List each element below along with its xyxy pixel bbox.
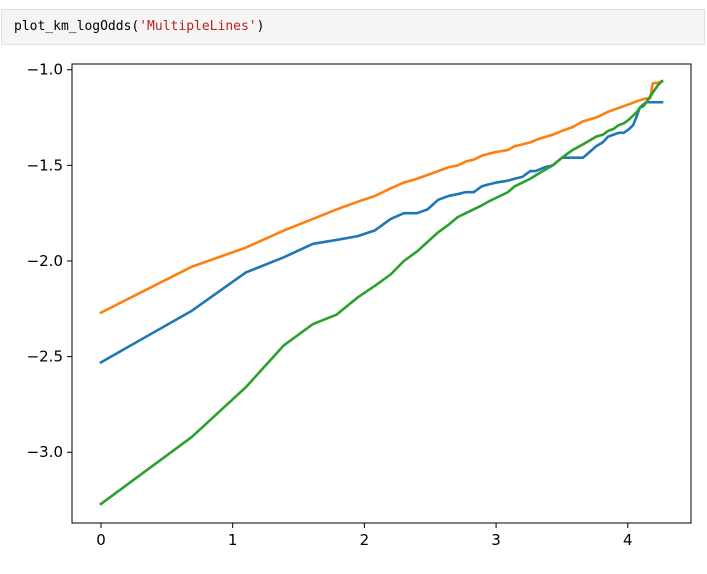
series-line-2 bbox=[99, 79, 664, 315]
series-line-3 bbox=[99, 79, 664, 506]
plot-output: 0 1 2 3 4 −3.0 −2.5 −2.0 −1.5 −1.0 bbox=[0, 50, 707, 570]
x-tick-label: 3 bbox=[491, 531, 501, 549]
y-axis: −3.0 −2.5 −2.0 −1.5 −1.0 bbox=[27, 61, 72, 461]
series-line-1 bbox=[99, 100, 664, 365]
y-tick-label: −2.0 bbox=[27, 252, 63, 270]
y-tick-label: −1.5 bbox=[27, 156, 63, 174]
x-tick-label: 4 bbox=[623, 531, 633, 549]
x-axis: 0 1 2 3 4 bbox=[96, 523, 633, 549]
y-tick-label: −2.5 bbox=[27, 348, 63, 366]
code-function-call: plot_km_logOdds( bbox=[14, 19, 140, 34]
code-line: plot_km_logOdds('MultipleLines') bbox=[14, 18, 264, 36]
x-tick-label: 0 bbox=[96, 531, 106, 549]
x-tick-label: 2 bbox=[360, 531, 370, 549]
code-close-paren: ) bbox=[256, 19, 265, 34]
x-tick-label: 1 bbox=[228, 531, 238, 549]
y-tick-label: −1.0 bbox=[27, 61, 63, 79]
line-chart: 0 1 2 3 4 −3.0 −2.5 −2.0 −1.5 −1.0 bbox=[27, 61, 692, 549]
axes-frame bbox=[71, 63, 692, 524]
y-tick-label: −3.0 bbox=[27, 443, 63, 461]
series-layer bbox=[99, 79, 664, 506]
code-string-argument: 'MultipleLines' bbox=[139, 19, 257, 34]
code-cell[interactable]: plot_km_logOdds('MultipleLines') bbox=[1, 9, 705, 45]
